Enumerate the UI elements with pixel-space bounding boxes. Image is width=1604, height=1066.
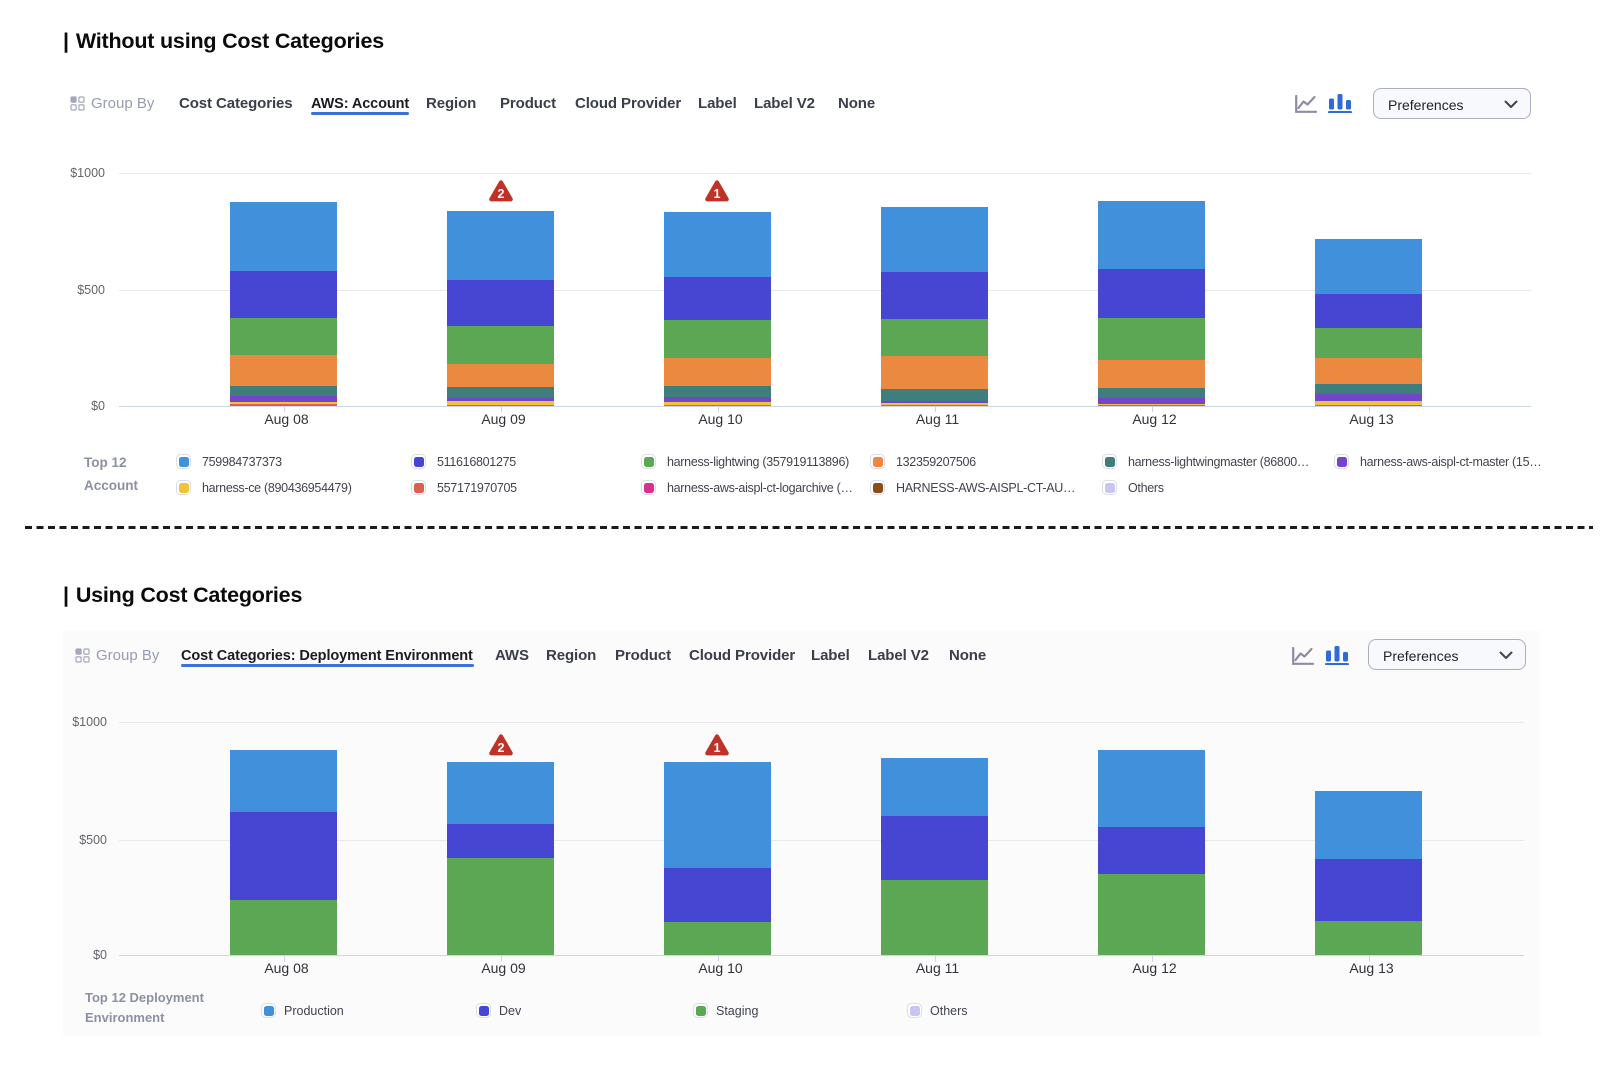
svg-text:2: 2 (497, 741, 504, 755)
svg-text:1: 1 (713, 741, 720, 755)
svg-text:2: 2 (497, 187, 504, 201)
svg-text:1: 1 (713, 187, 720, 201)
